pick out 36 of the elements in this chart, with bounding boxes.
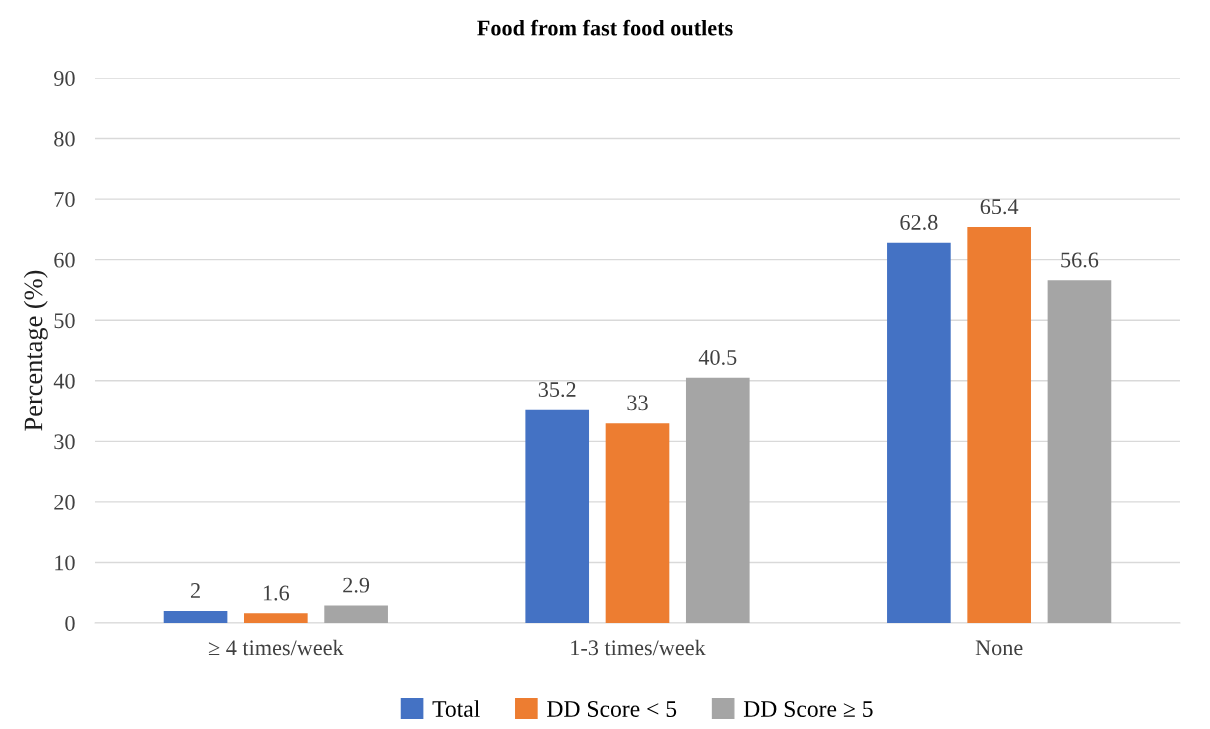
y-tick-label: 20: [54, 494, 75, 510]
bar: [324, 605, 388, 623]
legend-label: DD Score < 5: [547, 701, 677, 717]
bar: [887, 242, 951, 623]
y-tick-label: 40: [53, 373, 75, 389]
data-label: 40.5: [698, 349, 737, 365]
y-tick-label: 0: [65, 615, 75, 631]
data-label: 56.6: [1061, 252, 1099, 268]
data-label: 35.2: [538, 382, 576, 398]
x-tick-label: 1-3 times/week: [571, 639, 706, 656]
y-axis-title: Percentage (%): [23, 270, 48, 431]
bar: [525, 409, 590, 623]
bar: [163, 610, 228, 623]
y-tick-label: 90: [54, 70, 75, 86]
y-tick-label: 10: [55, 555, 75, 571]
bar: [685, 377, 750, 623]
data-label: 2.9: [343, 577, 370, 593]
data-label: 2: [190, 583, 200, 598]
y-tick-label: 70: [54, 192, 75, 208]
bar: [1047, 280, 1112, 623]
data-label: 1.6: [263, 585, 290, 601]
bar: [967, 226, 1031, 623]
x-tick-label: ≥ 4 times/week: [208, 639, 344, 656]
data-label: 65.4: [980, 199, 1019, 215]
y-tick-label: 60: [54, 252, 75, 268]
legend-label: DD Score ≥ 5: [743, 701, 873, 717]
bar: [244, 613, 308, 623]
legend-label: Total: [432, 700, 480, 717]
data-label: 62.8: [900, 214, 938, 230]
y-tick-label: 30: [54, 434, 75, 450]
chart-title: Food from fast food outlets: [477, 19, 733, 36]
x-tick-label: None: [975, 640, 1023, 656]
data-label: 33: [627, 395, 648, 411]
y-tick-label: 80: [54, 131, 75, 147]
bar: [605, 423, 670, 623]
y-tick-label: 50: [54, 313, 75, 329]
